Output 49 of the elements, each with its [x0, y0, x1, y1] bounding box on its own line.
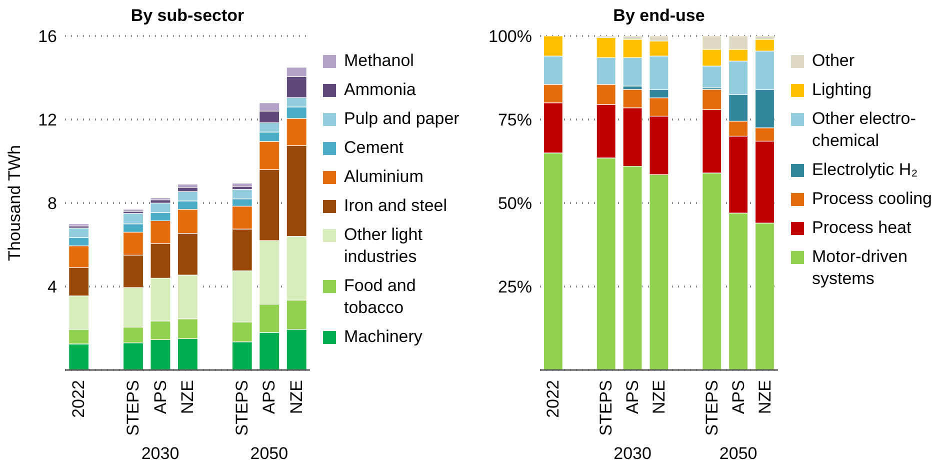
- legend-label: Pulp and paper: [344, 108, 460, 130]
- x-tick-label: APS: [260, 380, 279, 414]
- legend-label: Process cooling: [812, 188, 934, 210]
- legend-label: Iron and steel: [344, 195, 448, 217]
- legend-label: Other light industries: [344, 224, 424, 268]
- text: 2030: [140, 444, 180, 464]
- x-tick-label: STEPS: [702, 380, 722, 436]
- y-tick-label: 4: [48, 278, 57, 297]
- y-tick-label: 25%: [498, 278, 532, 297]
- legend-label: Ammonia: [344, 79, 417, 101]
- legend-label: Cement: [344, 137, 405, 159]
- legend-label: Motor-driven systems: [812, 246, 908, 290]
- legend-label: Other electro-chemical: [812, 108, 917, 152]
- y-tick-label: 16: [38, 27, 57, 46]
- legend-label: Other: [812, 50, 856, 72]
- legend-label: Methanol: [344, 50, 415, 72]
- x-tick-label: APS: [728, 380, 748, 414]
- x-tick-label: STEPS: [596, 380, 616, 436]
- text: 2050: [249, 444, 290, 464]
- x-tick-label: STEPS: [232, 380, 252, 436]
- chart-title: By end-use: [612, 6, 706, 26]
- y-tick-label: 50%: [498, 194, 532, 214]
- x-tick-label: STEPS: [124, 380, 143, 436]
- bar: [150, 197, 171, 200]
- legend-label: Electrolytic H₂: [812, 159, 919, 181]
- text: 2030: [612, 444, 652, 464]
- y-tick-label: 100%: [488, 27, 532, 46]
- bar: [177, 184, 198, 188]
- legend-label: Food and tobacco: [344, 275, 417, 319]
- chart-title: By sub-sector: [130, 6, 246, 26]
- y-tick-label: 8: [48, 194, 57, 214]
- legend-label: Lighting: [812, 79, 873, 101]
- bar: [232, 182, 252, 187]
- text: 2050: [718, 444, 758, 464]
- y-axis-title: Thousand TWh: [5, 145, 24, 261]
- x-tick-label: APS: [623, 380, 642, 414]
- x-tick-label: NZE: [178, 380, 197, 414]
- y-tick-label: 75%: [498, 110, 532, 130]
- legend-label: Machinery: [344, 326, 424, 348]
- x-tick-label: NZE: [286, 380, 306, 414]
- y-tick-label: 12: [38, 110, 57, 130]
- x-tick-label: 2022: [69, 380, 88, 418]
- legend-label: Process heat: [812, 217, 912, 239]
- x-tick-label: NZE: [650, 380, 668, 414]
- x-tick-label: 2022: [544, 380, 563, 418]
- bar: [122, 208, 144, 212]
- x-tick-label: APS: [150, 380, 170, 414]
- x-tick-label: NZE: [755, 380, 774, 414]
- legend-label: Aluminium: [344, 166, 424, 188]
